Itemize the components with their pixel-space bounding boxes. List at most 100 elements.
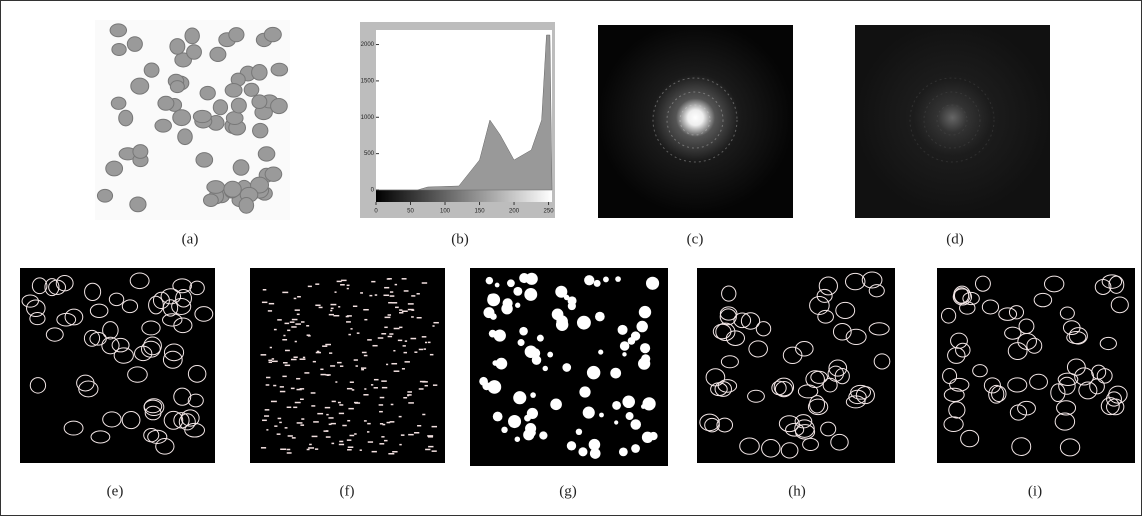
edge-speck xyxy=(387,422,391,424)
edge-speck xyxy=(347,449,352,451)
edge-speck xyxy=(312,436,318,438)
blob xyxy=(530,291,535,296)
blob xyxy=(562,363,571,372)
edge-speck xyxy=(390,421,395,423)
edge-speck xyxy=(262,302,267,304)
edge-speck xyxy=(408,309,414,311)
edge-speck xyxy=(374,379,379,381)
blob xyxy=(594,280,601,287)
blob xyxy=(518,339,525,346)
edge-speck xyxy=(395,284,397,286)
figure: 0500100015002000050100150200250(a)(b)(c)… xyxy=(0,0,1142,516)
edge-speck xyxy=(300,399,304,401)
edge-speck xyxy=(271,401,277,403)
cell xyxy=(271,99,288,114)
blob xyxy=(599,413,604,418)
blob xyxy=(640,343,650,353)
edge-speck xyxy=(382,424,385,426)
edge-speck xyxy=(290,321,295,323)
blob xyxy=(584,275,594,285)
edge-speck xyxy=(364,420,367,422)
cell xyxy=(253,123,268,137)
cell xyxy=(144,63,159,77)
y-tick-label: 1000 xyxy=(361,115,375,121)
edge-speck xyxy=(272,358,274,360)
blob xyxy=(622,395,635,408)
blob xyxy=(630,419,641,430)
blob xyxy=(638,358,650,370)
edge-speck xyxy=(389,333,393,335)
edge-speck xyxy=(394,328,400,330)
edge-speck xyxy=(337,362,342,364)
edge-speck xyxy=(346,316,349,318)
blob xyxy=(503,298,513,308)
edge-speck xyxy=(428,342,431,344)
edge-speck xyxy=(427,435,433,437)
blob xyxy=(614,420,618,424)
blob xyxy=(590,448,601,459)
panel-label: (g) xyxy=(559,483,577,499)
panel-label: (i) xyxy=(1028,483,1042,499)
edge-speck xyxy=(274,329,277,331)
edge-speck xyxy=(330,310,332,312)
edge-speck xyxy=(391,404,394,406)
blob xyxy=(519,273,529,283)
edge-speck xyxy=(404,290,409,292)
edge-speck xyxy=(350,381,354,383)
edge-speck xyxy=(282,339,287,341)
edge-speck xyxy=(354,433,357,435)
cell xyxy=(119,110,133,126)
edge-speck xyxy=(379,404,383,406)
panel-label: (f) xyxy=(340,483,355,499)
edge-speck xyxy=(405,361,410,363)
cell xyxy=(106,161,123,176)
edge-speck xyxy=(384,287,389,289)
edge-speck xyxy=(285,427,288,429)
edge-speck xyxy=(303,357,305,359)
cell xyxy=(224,181,241,197)
edge-speck xyxy=(364,388,366,390)
edge-speck xyxy=(291,326,296,328)
edge-speck xyxy=(361,367,366,369)
edge-speck xyxy=(332,401,336,403)
panel-label: (h) xyxy=(788,483,806,499)
cell xyxy=(210,47,226,61)
cell xyxy=(258,147,275,161)
edge-speck xyxy=(261,447,266,449)
edge-speck xyxy=(360,449,362,451)
edge-speck xyxy=(330,365,335,367)
edge-speck xyxy=(432,325,434,327)
edge-speck xyxy=(361,369,364,371)
panel-label: (e) xyxy=(107,483,124,499)
edge-speck xyxy=(280,386,284,388)
edge-speck xyxy=(379,411,383,413)
edge-speck xyxy=(363,309,369,311)
blob xyxy=(576,429,582,435)
edge-speck xyxy=(331,443,334,445)
edge-speck xyxy=(390,291,393,293)
edge-speck xyxy=(384,327,387,329)
edge-speck xyxy=(301,321,305,323)
edge-speck xyxy=(395,307,399,309)
blob xyxy=(587,366,600,379)
edge-speck xyxy=(308,286,312,288)
edge-speck xyxy=(347,288,349,290)
y-tick-label: 2000 xyxy=(361,42,375,48)
blob xyxy=(595,312,605,322)
edge-speck xyxy=(422,336,427,338)
edge-speck xyxy=(380,397,385,399)
edge-speck xyxy=(360,292,363,294)
cell xyxy=(112,43,126,55)
blob xyxy=(495,283,500,288)
edge-speck xyxy=(363,394,368,396)
edge-speck xyxy=(338,306,340,308)
edge-speck xyxy=(340,284,345,286)
blob xyxy=(525,345,538,358)
cell xyxy=(158,96,174,110)
edge-speck xyxy=(399,444,401,446)
x-tick-label: 150 xyxy=(475,209,486,215)
blob xyxy=(537,335,544,342)
edge-speck xyxy=(399,312,403,314)
edge-speck xyxy=(364,319,367,321)
edge-speck xyxy=(331,423,336,425)
